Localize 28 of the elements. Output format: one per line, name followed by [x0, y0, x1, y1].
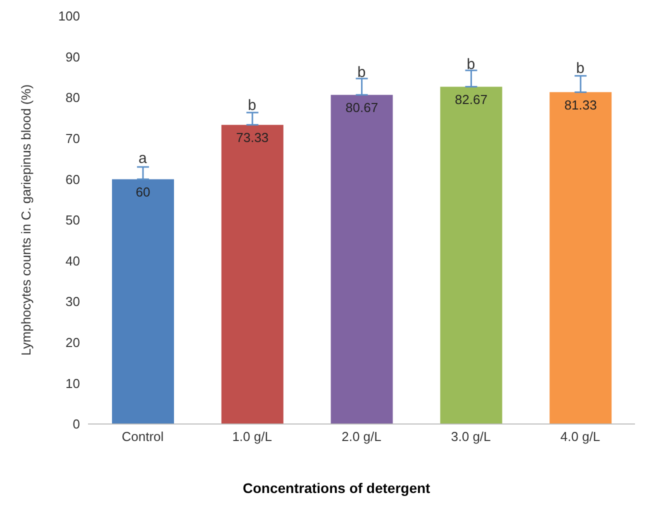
y-tick-label: 80 — [66, 90, 80, 106]
x-tick-label: 1.0 g/L — [232, 429, 272, 444]
data-label: 82.67 — [454, 92, 488, 107]
y-tick-label: 50 — [66, 212, 80, 228]
y-tick-label: 20 — [66, 335, 80, 350]
annotation: b — [466, 56, 476, 74]
x-tick-label: Control — [122, 429, 164, 444]
x-tick-label: 2.0 g/L — [342, 429, 382, 444]
annotation: a — [138, 150, 148, 167]
y-tick-label: 10 — [66, 376, 80, 391]
y-tick-label: 40 — [66, 253, 80, 268]
annotation: b — [357, 64, 366, 82]
y-tick-label: 90 — [66, 49, 80, 64]
x-tick-label: 4.0 g/L — [560, 429, 600, 444]
data-label: 73.33 — [236, 130, 269, 146]
y-axis-title: Lymphocytes counts in C. gariepinus blood (%) — [18, 84, 34, 356]
x-tick-label: 3.0 g/L — [451, 429, 491, 444]
y-tick-label: 70 — [66, 131, 80, 146]
y-tick-label: 30 — [66, 294, 80, 310]
y-tick-label: 0 — [72, 416, 80, 432]
data-label: 60 — [136, 184, 150, 200]
y-tick-label: 60 — [66, 172, 80, 187]
x-axis-title: Concentrations of detergent — [242, 480, 432, 496]
data-label: 80.67 — [346, 100, 378, 116]
annotation: b — [248, 96, 256, 114]
data-label: 81.33 — [564, 97, 597, 112]
annotation: b — [576, 60, 584, 78]
y-tick-label: 100 — [58, 8, 80, 24]
